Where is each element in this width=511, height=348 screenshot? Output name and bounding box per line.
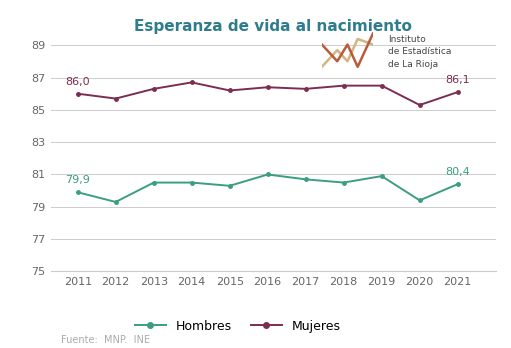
Hombres (416, 198, 423, 203)
Mujeres (226, 88, 233, 93)
Mujeres (341, 84, 347, 88)
Hombres (112, 200, 119, 204)
Hombres (189, 181, 195, 185)
Text: 80,4: 80,4 (445, 167, 470, 177)
Hombres (265, 172, 271, 176)
Mujeres (303, 87, 309, 91)
Mujeres (455, 90, 461, 94)
Mujeres (379, 84, 385, 88)
Hombres (226, 184, 233, 188)
Hombres (75, 190, 81, 194)
Text: Instituto
de Estadística
de La Rioja: Instituto de Estadística de La Rioja (388, 35, 452, 69)
Hombres (341, 181, 347, 185)
Mujeres (265, 85, 271, 89)
Hombres (151, 181, 157, 185)
Line: Hombres: Hombres (76, 173, 459, 204)
Line: Mujeres: Mujeres (76, 81, 459, 107)
Mujeres (75, 92, 81, 96)
Mujeres (112, 96, 119, 101)
Mujeres (416, 103, 423, 107)
Title: Esperanza de vida al nacimiento: Esperanza de vida al nacimiento (134, 19, 412, 34)
Legend: Hombres, Mujeres: Hombres, Mujeres (130, 315, 346, 338)
Mujeres (189, 80, 195, 85)
Hombres (455, 182, 461, 186)
Text: Fuente:  MNP.  INE: Fuente: MNP. INE (61, 334, 150, 345)
Hombres (303, 177, 309, 181)
Text: 86,0: 86,0 (65, 77, 90, 87)
Text: 86,1: 86,1 (446, 75, 470, 85)
Mujeres (151, 87, 157, 91)
Text: 79,9: 79,9 (65, 175, 90, 185)
Hombres (379, 174, 385, 178)
